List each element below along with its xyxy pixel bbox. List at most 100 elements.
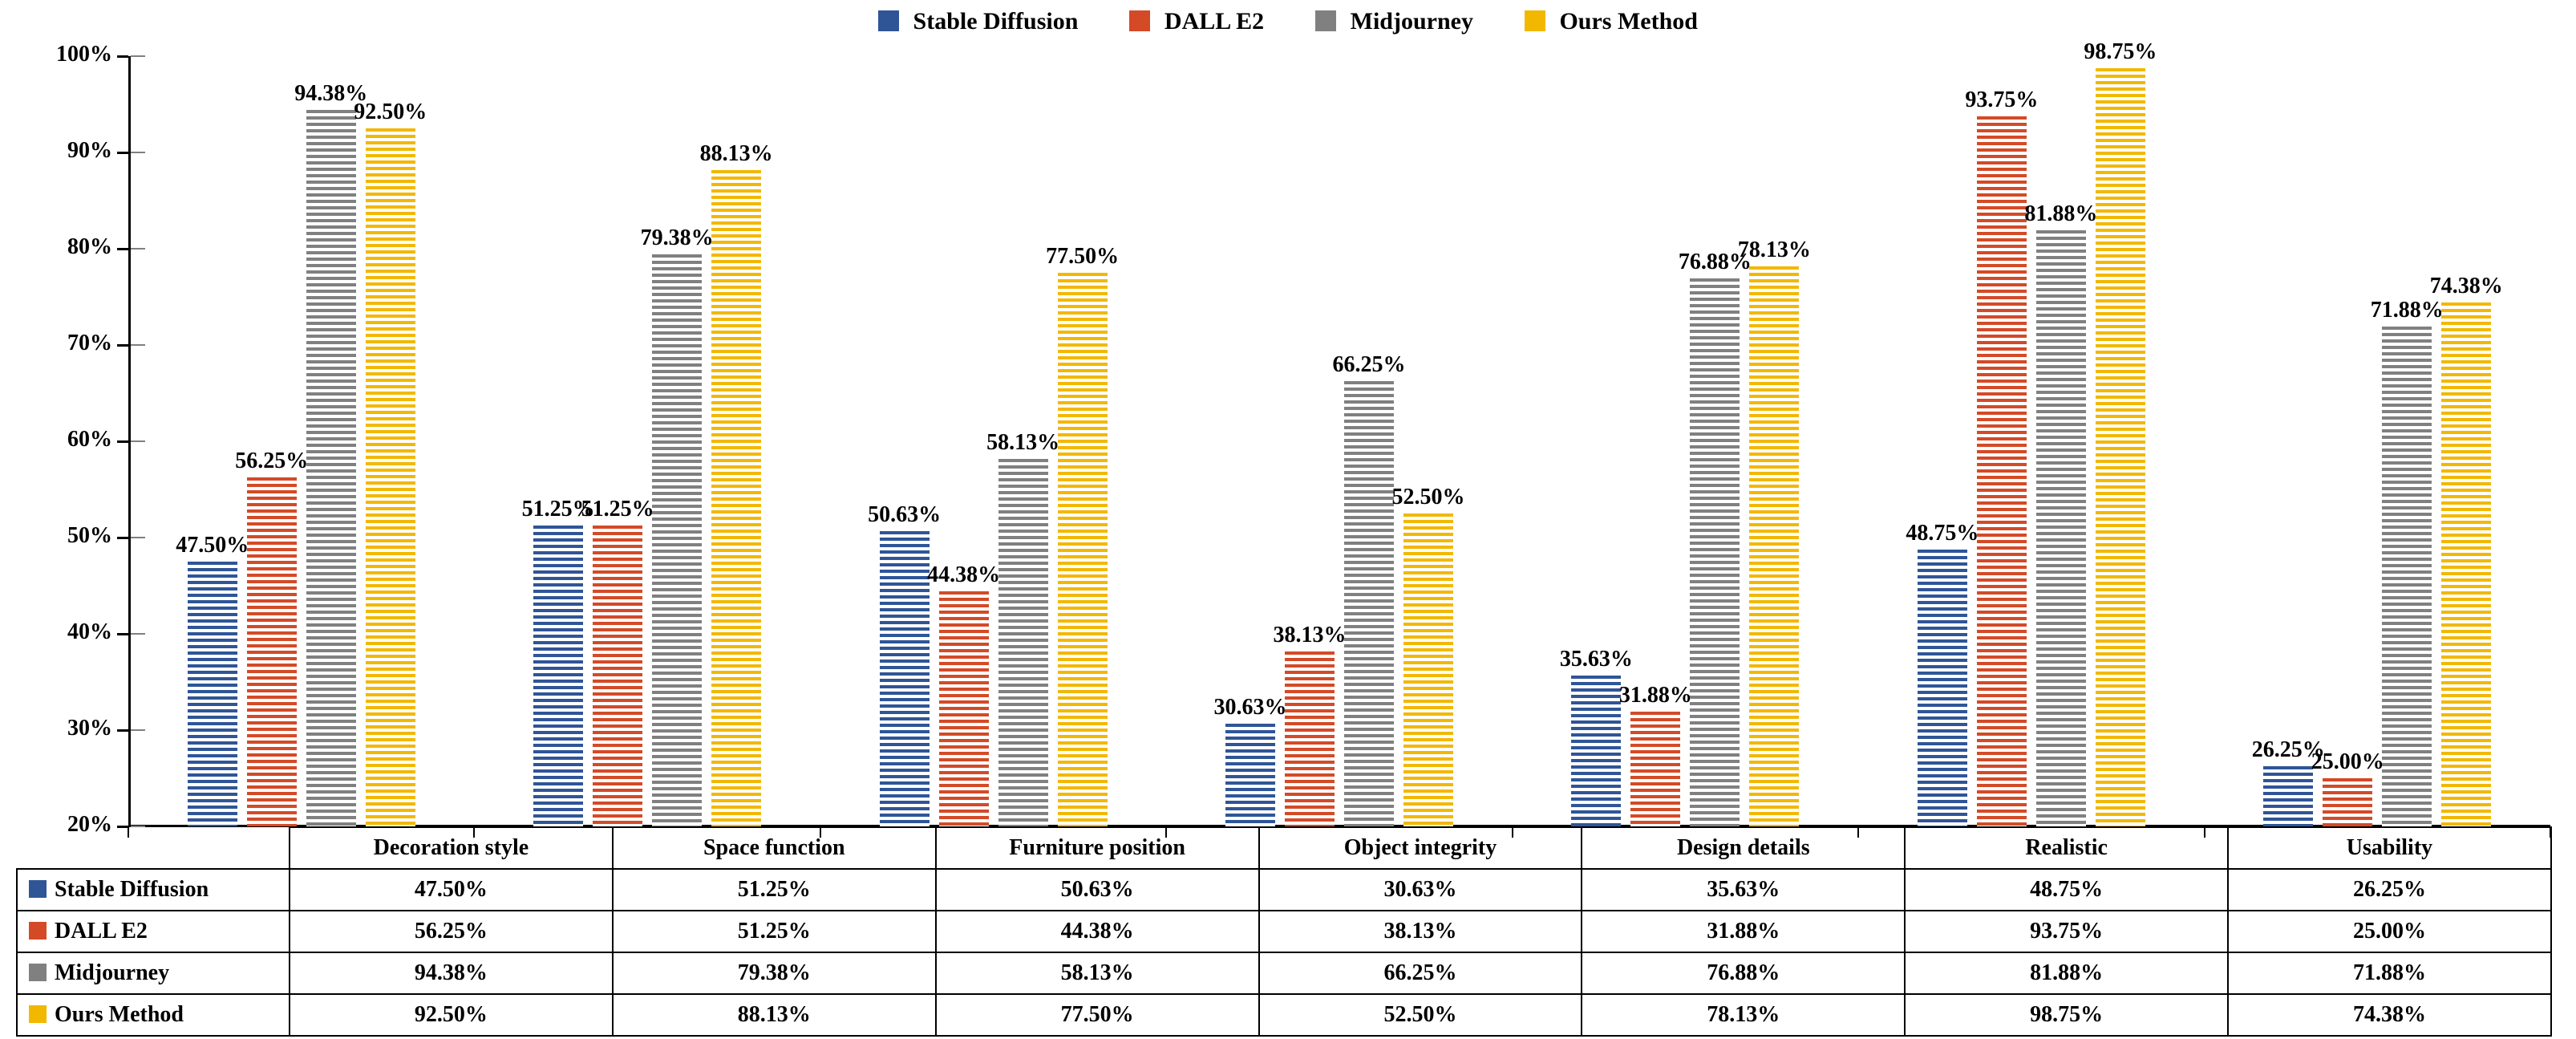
table-cell: 25.00% — [2228, 911, 2551, 952]
table-row-header: Stable Diffusion — [17, 869, 290, 911]
bar-chart: 20%30%40%50%60%70%80%90%100%47.50%56.25%… — [128, 56, 2550, 826]
table-column-header: Space function — [613, 827, 936, 869]
y-tick-label: 30% — [40, 716, 112, 741]
bar-value-label: 52.50% — [1392, 485, 1465, 510]
bar-value-label: 38.13% — [1274, 623, 1347, 648]
square-icon — [1129, 10, 1150, 31]
square-icon — [1315, 10, 1336, 31]
table-cell: 44.38% — [936, 911, 1259, 952]
bar-value-label: 74.38% — [2430, 274, 2503, 299]
table-column-header: Design details — [1582, 827, 1905, 869]
bar-ours — [2441, 302, 2491, 826]
legend-item-dalle: DALL E2 — [1129, 8, 1264, 35]
table-corner-cell — [17, 827, 290, 869]
bar-ours — [2096, 68, 2145, 826]
bar-ours — [1058, 273, 1108, 826]
y-tick-label: 70% — [40, 331, 112, 356]
y-tick-label: 50% — [40, 523, 112, 549]
y-inner-tick — [131, 152, 145, 153]
y-tick — [117, 537, 128, 539]
table-column-header: Object integrity — [1259, 827, 1582, 869]
bar-sd — [1225, 724, 1275, 826]
table-column-header: Usability — [2228, 827, 2551, 869]
bar-ours — [1403, 513, 1453, 826]
bar-value-label: 71.88% — [2371, 298, 2444, 323]
table-row-header: Midjourney — [17, 952, 290, 994]
y-inner-tick — [131, 537, 145, 538]
square-icon — [29, 1005, 47, 1023]
table-row: Stable Diffusion47.50%51.25%50.63%30.63%… — [17, 869, 2551, 911]
y-inner-tick — [131, 633, 145, 635]
bar-value-label: 51.25% — [581, 497, 654, 522]
table-cell: 88.13% — [613, 994, 936, 1036]
table-cell: 38.13% — [1259, 911, 1582, 952]
y-tick — [117, 633, 128, 635]
bar-value-label: 44.38% — [927, 562, 1000, 588]
table-cell: 77.50% — [936, 994, 1259, 1036]
bar-value-label: 92.50% — [354, 99, 427, 125]
y-tick — [117, 55, 128, 58]
square-icon — [29, 880, 47, 898]
y-tick-label: 60% — [40, 427, 112, 453]
bar-mid — [2036, 230, 2086, 826]
table-header-row: Decoration styleSpace functionFurniture … — [17, 827, 2551, 869]
bar-sd — [188, 562, 237, 826]
bar-dalle — [2323, 778, 2372, 826]
table-cell: 74.38% — [2228, 994, 2551, 1036]
table-cell: 30.63% — [1259, 869, 1582, 911]
table-row-label: Midjourney — [55, 960, 169, 985]
table-cell: 92.50% — [290, 994, 613, 1036]
square-icon — [29, 922, 47, 940]
bar-dalle — [1977, 116, 2027, 826]
table-cell: 81.88% — [1905, 952, 2228, 994]
bar-mid — [1344, 381, 1394, 826]
table-cell: 51.25% — [613, 869, 936, 911]
table-cell: 66.25% — [1259, 952, 1582, 994]
legend-label: Midjourney — [1351, 8, 1473, 34]
bar-sd — [1918, 550, 1967, 826]
bar-value-label: 30.63% — [1214, 695, 1287, 720]
table-cell: 31.88% — [1582, 911, 1905, 952]
y-tick-label: 90% — [40, 138, 112, 164]
bar-dalle — [1630, 712, 1680, 826]
table-row: Midjourney94.38%79.38%58.13%66.25%76.88%… — [17, 952, 2551, 994]
bar-value-label: 79.38% — [641, 225, 714, 251]
legend-item-mid: Midjourney — [1315, 8, 1473, 35]
bar-value-label: 25.00% — [2311, 749, 2384, 775]
bar-ours — [1749, 266, 1799, 826]
bar-value-label: 98.75% — [2084, 39, 2157, 65]
table-cell: 79.38% — [613, 952, 936, 994]
bar-value-label: 81.88% — [2024, 201, 2097, 227]
y-tick — [117, 152, 128, 154]
table-column-header: Realistic — [1905, 827, 2228, 869]
bar-value-label: 47.50% — [176, 533, 249, 558]
table-cell: 94.38% — [290, 952, 613, 994]
table-cell: 71.88% — [2228, 952, 2551, 994]
table-cell: 98.75% — [1905, 994, 2228, 1036]
bar-dalle — [247, 477, 297, 826]
bar-sd — [2263, 766, 2313, 826]
figure-root: Stable Diffusion DALL E2 Midjourney Ours… — [0, 0, 2576, 1039]
table-row-header: DALL E2 — [17, 911, 290, 952]
bar-ours — [366, 128, 415, 826]
bar-value-label: 35.63% — [1560, 647, 1633, 672]
table-cell: 58.13% — [936, 952, 1259, 994]
table-row-header: Ours Method — [17, 994, 290, 1036]
y-tick-label: 80% — [40, 234, 112, 260]
bar-value-label: 77.50% — [1046, 244, 1119, 270]
legend-label: Stable Diffusion — [913, 8, 1079, 34]
table-cell: 50.63% — [936, 869, 1259, 911]
bar-sd — [1571, 676, 1621, 826]
table-cell: 51.25% — [613, 911, 936, 952]
y-tick — [117, 248, 128, 250]
table-row-label: DALL E2 — [55, 919, 148, 944]
bar-value-label: 31.88% — [1619, 683, 1692, 708]
square-icon — [878, 10, 899, 31]
bar-value-label: 56.25% — [235, 448, 308, 474]
table-cell: 26.25% — [2228, 869, 2551, 911]
table-cell: 78.13% — [1582, 994, 1905, 1036]
bar-sd — [533, 526, 583, 826]
table-cell: 52.50% — [1259, 994, 1582, 1036]
bar-value-label: 93.75% — [1965, 87, 2038, 113]
bar-dalle — [939, 591, 989, 826]
